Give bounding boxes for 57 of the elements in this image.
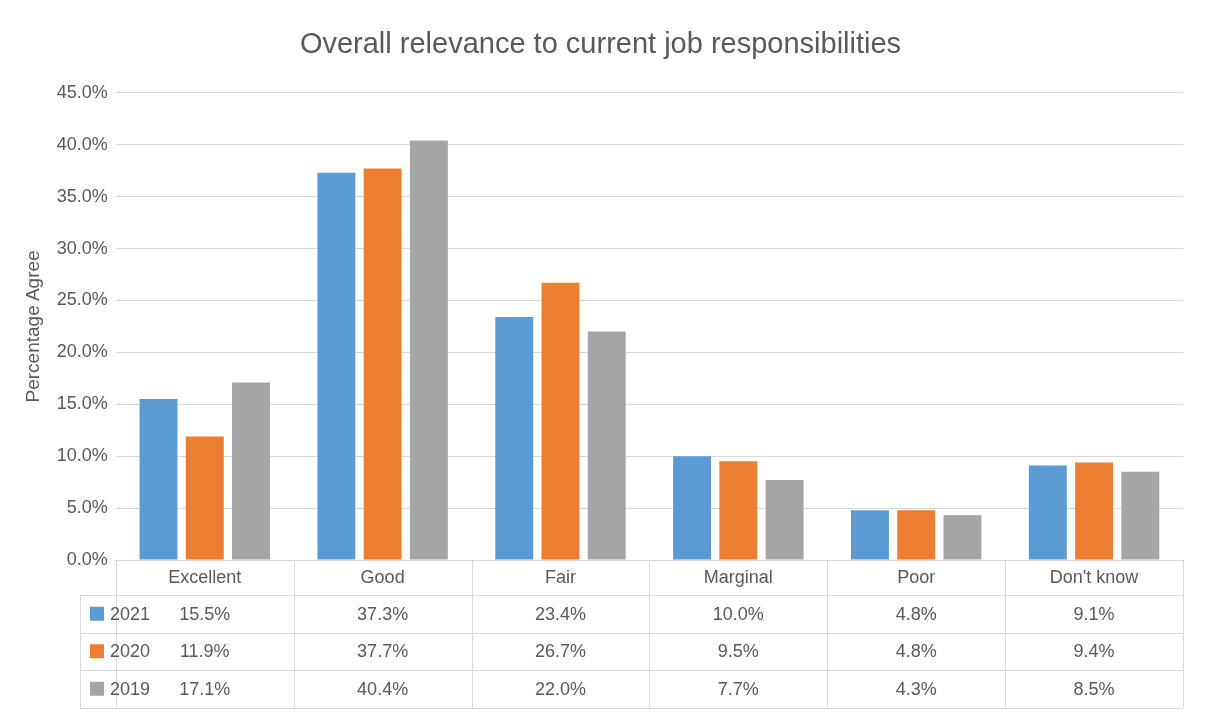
data-label: 26.7% bbox=[534, 641, 587, 662]
bar bbox=[1028, 465, 1067, 560]
x-tick-label: Excellent bbox=[168, 567, 242, 588]
bar bbox=[1121, 471, 1160, 560]
y-tick-label: 45.0% bbox=[56, 81, 108, 102]
y-axis-title: Percentage Agree bbox=[21, 250, 43, 403]
bar bbox=[185, 436, 224, 560]
data-label: 17.1% bbox=[179, 678, 231, 699]
data-label: 9.4% bbox=[1073, 641, 1115, 662]
legend-label: 2021 bbox=[110, 603, 151, 624]
data-label: 37.7% bbox=[357, 641, 409, 662]
chart-title: Overall relevance to current job responsibilities bbox=[299, 27, 902, 60]
bar bbox=[943, 515, 982, 560]
data-label: 7.7% bbox=[717, 678, 759, 699]
bar bbox=[673, 456, 712, 560]
y-tick-label: 0.0% bbox=[66, 548, 108, 569]
data-label: 4.8% bbox=[895, 641, 937, 662]
legend-label: 2020 bbox=[110, 641, 151, 662]
data-label: 10.0% bbox=[712, 603, 764, 624]
bar bbox=[363, 168, 402, 560]
bar bbox=[765, 480, 804, 560]
bar bbox=[495, 317, 534, 560]
x-tick-label: Marginal bbox=[703, 567, 773, 588]
data-label: 4.8% bbox=[895, 603, 937, 624]
y-tick-label: 35.0% bbox=[56, 185, 108, 206]
bar bbox=[897, 510, 936, 560]
data-label: 22.0% bbox=[534, 678, 587, 699]
bar bbox=[232, 382, 270, 560]
y-tick-label: 10.0% bbox=[56, 445, 108, 466]
data-label: 8.5% bbox=[1073, 678, 1115, 699]
bar bbox=[317, 172, 356, 560]
data-label: 37.3% bbox=[357, 603, 409, 624]
y-tick-label: 25.0% bbox=[56, 289, 108, 310]
bar bbox=[719, 461, 758, 560]
data-label: 23.4% bbox=[534, 603, 587, 624]
bar bbox=[139, 399, 178, 560]
x-tick-label: Don't know bbox=[1049, 567, 1140, 588]
bar bbox=[541, 282, 580, 560]
bar bbox=[587, 331, 626, 560]
y-tick-label: 15.0% bbox=[56, 393, 108, 414]
data-label: 4.3% bbox=[895, 678, 937, 699]
y-tick-label: 40.0% bbox=[56, 133, 108, 154]
legend-label: 2019 bbox=[110, 678, 151, 699]
bar bbox=[851, 510, 889, 560]
bar bbox=[409, 140, 448, 560]
y-tick-label: 30.0% bbox=[56, 237, 108, 258]
data-label: 9.5% bbox=[717, 641, 759, 662]
data-label: 15.5% bbox=[179, 603, 231, 624]
x-tick-label: Good bbox=[360, 567, 405, 588]
data-label: 40.4% bbox=[357, 678, 409, 699]
data-label: 11.9% bbox=[179, 641, 230, 662]
x-tick-label: Fair bbox=[544, 567, 576, 588]
y-tick-label: 5.0% bbox=[66, 497, 108, 518]
data-label: 9.1% bbox=[1073, 603, 1115, 624]
x-tick-label: Poor bbox=[897, 567, 936, 588]
y-tick-label: 20.0% bbox=[56, 341, 108, 362]
bar bbox=[1075, 462, 1114, 560]
